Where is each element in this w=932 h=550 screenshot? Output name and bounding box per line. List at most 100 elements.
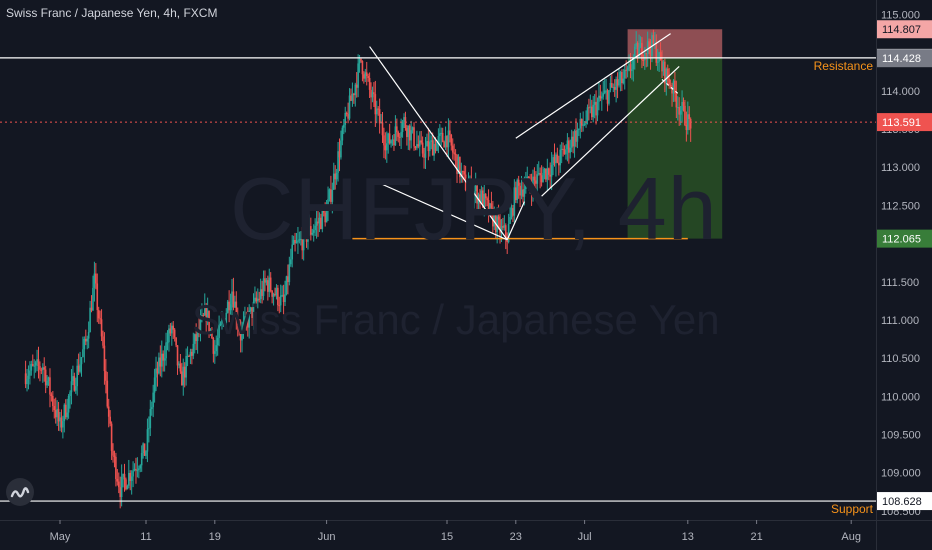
candle-body xyxy=(403,117,405,123)
candle-body xyxy=(159,357,162,367)
candle-body xyxy=(193,334,196,344)
candle-body xyxy=(251,307,253,318)
candle-body xyxy=(281,294,283,296)
candle-body xyxy=(370,89,372,98)
candle-body xyxy=(592,104,594,118)
candle-body xyxy=(24,373,27,385)
time-tick: 11 xyxy=(140,531,151,543)
candle-body xyxy=(235,301,238,320)
candle-body xyxy=(321,210,324,229)
candle-body xyxy=(593,101,596,105)
candle-body xyxy=(558,162,560,166)
candle-body xyxy=(550,165,553,177)
candle-body xyxy=(664,61,666,84)
time-tick: 23 xyxy=(510,531,522,543)
candle-body xyxy=(76,365,78,387)
candle-body xyxy=(74,386,77,391)
candle-body xyxy=(95,273,97,284)
candle-body xyxy=(476,185,478,204)
candle-body xyxy=(85,338,87,342)
candle-body xyxy=(171,325,173,334)
candle-body xyxy=(636,42,639,59)
candle-body xyxy=(628,64,630,68)
candle-body xyxy=(320,217,322,229)
candle-body xyxy=(234,301,236,308)
candle-body xyxy=(519,185,521,196)
price-label: 114.428 xyxy=(882,53,921,65)
candle-body xyxy=(89,307,91,333)
candle-body xyxy=(397,132,400,137)
candle-body xyxy=(215,345,218,352)
candle-body xyxy=(148,428,150,430)
candle-body xyxy=(575,130,577,142)
candle-body xyxy=(80,357,83,365)
candle-body xyxy=(689,118,692,129)
candle-body xyxy=(539,173,541,176)
candle-body xyxy=(375,108,378,115)
candle-body xyxy=(401,122,404,132)
candle-body xyxy=(40,369,43,371)
candle-body xyxy=(611,82,613,88)
candle-body xyxy=(37,359,40,367)
price-label: 112.065 xyxy=(882,234,921,246)
candle-body xyxy=(434,144,437,151)
candle-body xyxy=(100,319,103,337)
price-label-box xyxy=(877,492,932,511)
candle-body xyxy=(546,168,549,180)
candle-body xyxy=(106,380,109,407)
candle-body xyxy=(360,58,362,62)
candle-body xyxy=(427,141,430,152)
candle-body xyxy=(410,130,412,141)
candle-body xyxy=(205,306,207,322)
candle-body xyxy=(463,171,465,175)
candle-body xyxy=(487,199,490,214)
candle-body xyxy=(341,127,344,141)
candle-body xyxy=(387,133,390,144)
candle-body xyxy=(560,148,563,150)
candle-body xyxy=(202,315,205,317)
candle-body xyxy=(46,380,48,386)
candle-body xyxy=(308,226,311,236)
price-tick: 113.000 xyxy=(881,162,920,174)
candle-body xyxy=(229,304,232,311)
candle-body xyxy=(569,147,572,153)
candle-body xyxy=(287,276,289,283)
candle-body xyxy=(30,364,33,371)
candle-body xyxy=(613,87,616,90)
candle-body xyxy=(450,134,453,146)
candle-body xyxy=(513,187,516,216)
candle-body xyxy=(282,294,285,303)
candle-body xyxy=(269,277,272,291)
candle-body xyxy=(417,144,420,147)
candle-body xyxy=(96,283,99,311)
candle-body xyxy=(384,145,387,151)
candle-body xyxy=(199,319,202,332)
candle-body xyxy=(444,135,447,148)
candle-body xyxy=(507,224,510,243)
candle-body xyxy=(214,351,216,354)
candle-body xyxy=(606,90,609,104)
candle-body xyxy=(110,423,113,451)
candle-body xyxy=(254,297,256,302)
candle-body xyxy=(119,487,121,498)
candle-body xyxy=(553,157,556,164)
tradingview-logo-icon[interactable] xyxy=(6,478,34,506)
candle-body xyxy=(246,318,249,328)
candle-body xyxy=(373,92,375,95)
candle-body xyxy=(132,470,134,477)
candle-body xyxy=(578,128,580,130)
price-tick: 111.000 xyxy=(881,315,919,327)
candle-body xyxy=(625,69,627,71)
candle-body xyxy=(605,90,607,92)
candle-body xyxy=(489,203,491,214)
candle-body xyxy=(533,176,536,181)
candle-body xyxy=(490,203,493,208)
candle-body xyxy=(618,80,620,86)
candle-body xyxy=(608,90,610,104)
candle-body xyxy=(461,171,464,173)
candle-body xyxy=(242,322,245,329)
candle-body xyxy=(621,72,623,84)
candle-body xyxy=(225,312,228,323)
candle-body xyxy=(563,149,566,155)
